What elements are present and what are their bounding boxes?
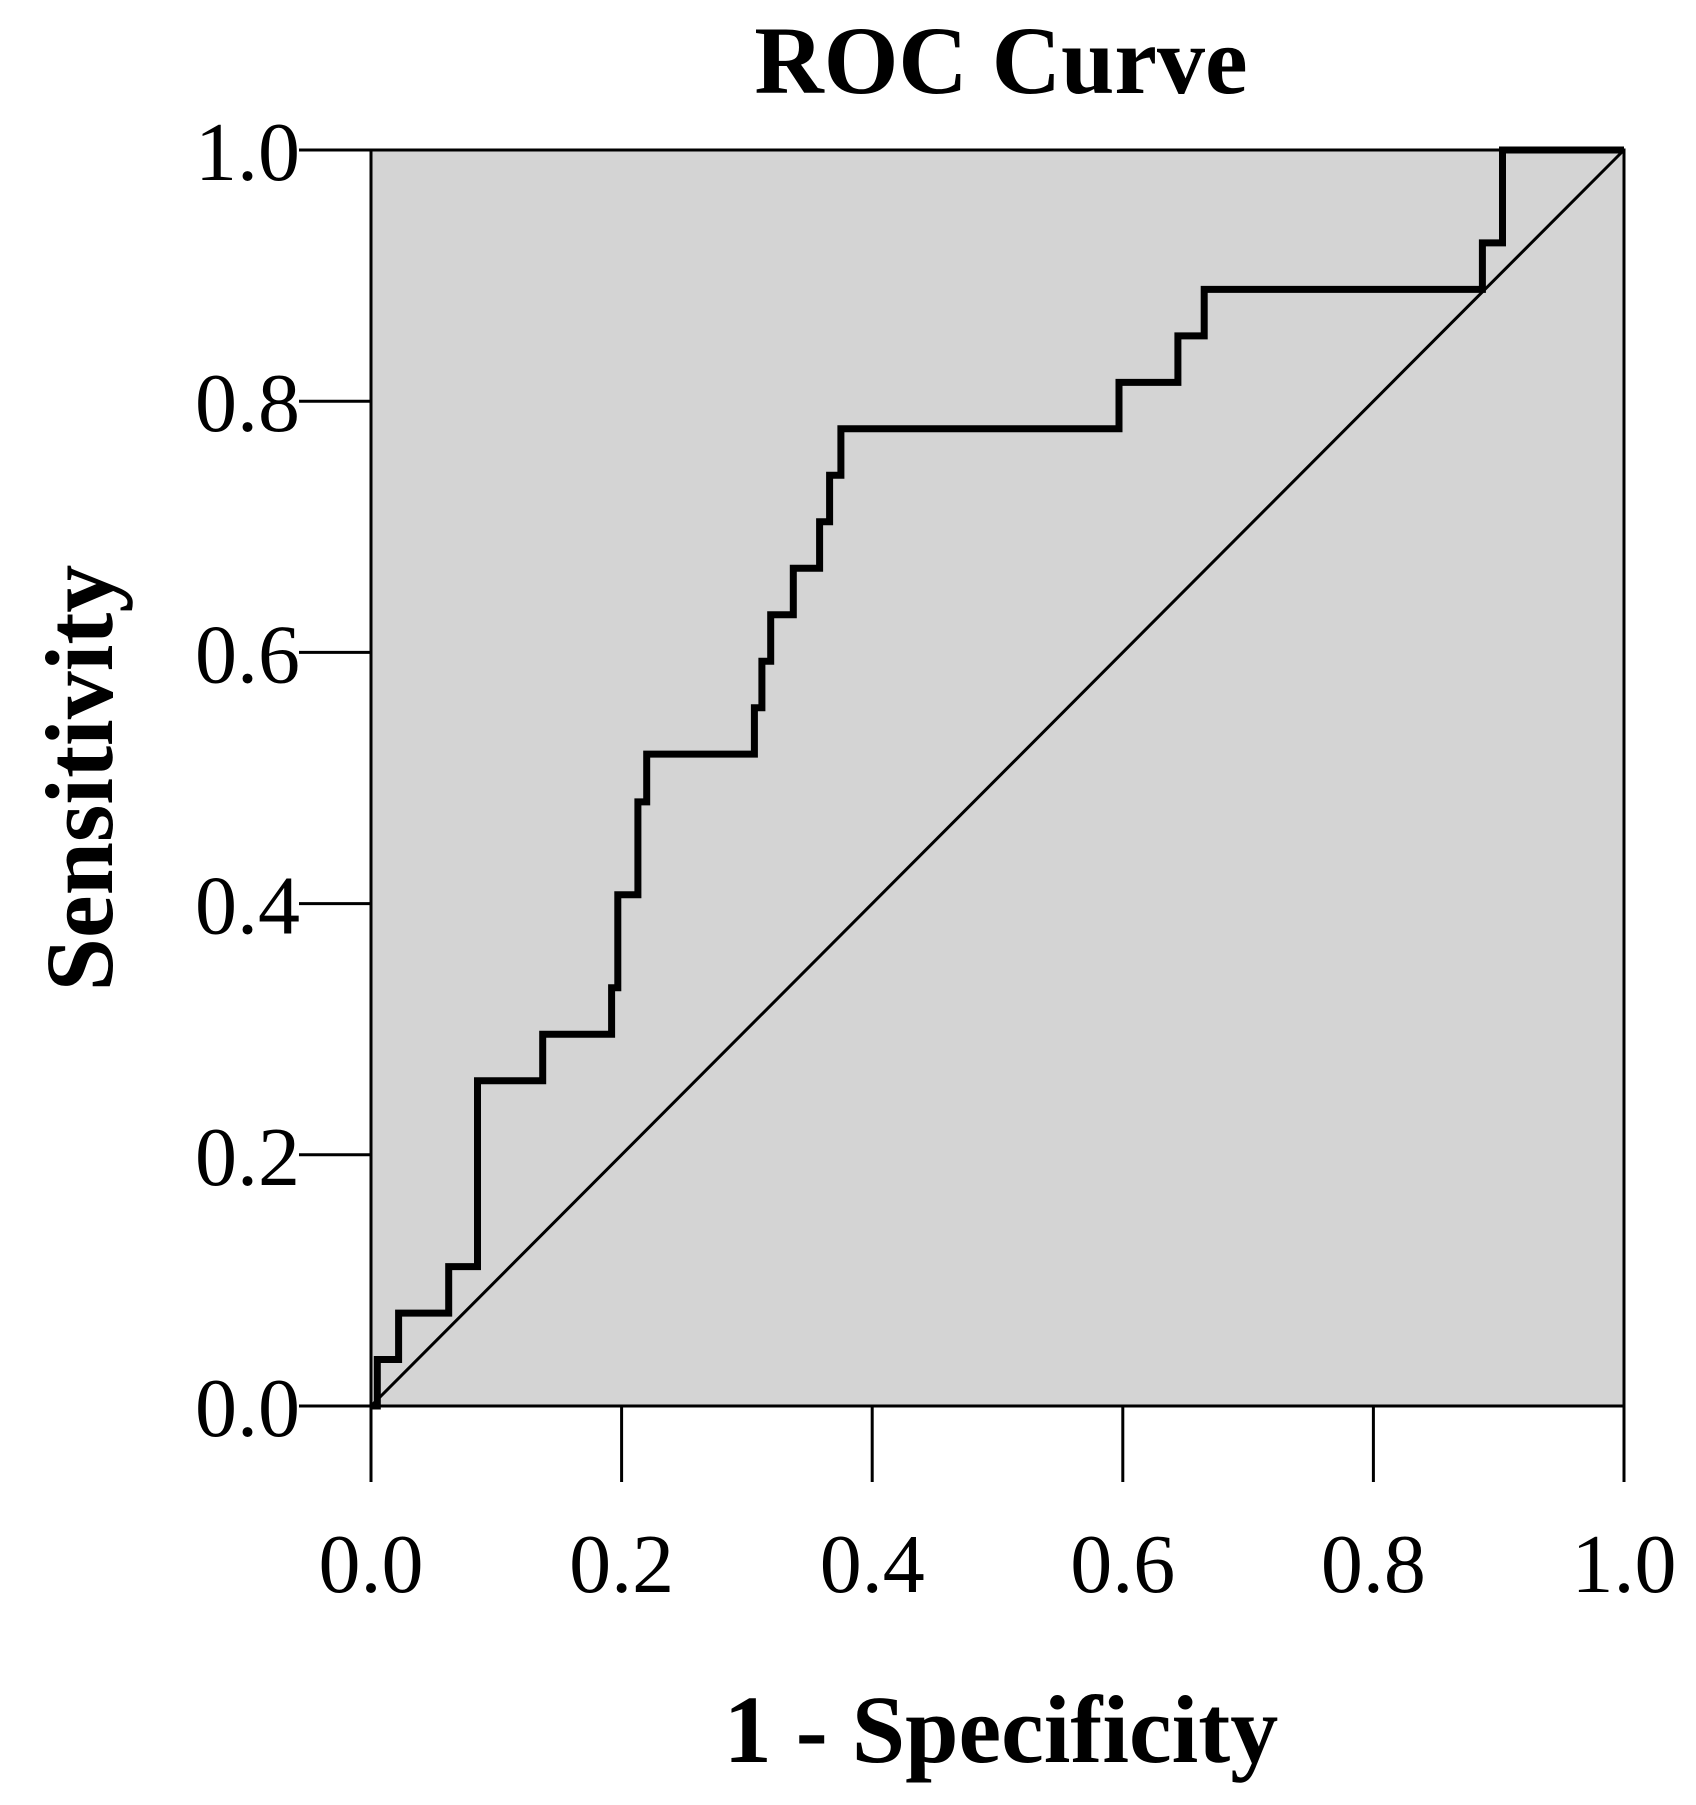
- y-axis-title: Sensitivity: [26, 565, 133, 992]
- y-tick-label: 0.8: [195, 357, 300, 450]
- y-axis: 0.0 0.2 0.4 0.6 0.8 1.0: [195, 106, 371, 1455]
- y-tick-label: 0.0: [195, 1362, 300, 1455]
- y-tick-label: 0.4: [195, 860, 300, 953]
- x-axis: 0.0 0.2 0.4 0.6 0.8 1.0: [319, 1406, 1677, 1611]
- roc-curve-line: [371, 146, 1624, 1410]
- y-tick-label: 0.2: [195, 1111, 300, 1204]
- x-tick-label: 0.0: [319, 1518, 424, 1611]
- x-tick-label: 0.6: [1070, 1518, 1175, 1611]
- x-tick-label: 0.8: [1321, 1518, 1426, 1611]
- x-axis-title: 1 - Specificity: [724, 1676, 1279, 1783]
- reference-diagonal-line: [369, 148, 1626, 1408]
- x-tick-label: 1.0: [1572, 1518, 1677, 1611]
- x-tick-label: 0.2: [569, 1518, 674, 1611]
- y-tick-label: 0.6: [195, 608, 300, 701]
- y-tick-label: 1.0: [195, 106, 300, 199]
- x-tick-label: 0.4: [820, 1518, 925, 1611]
- chart-title: ROC Curve: [754, 7, 1247, 114]
